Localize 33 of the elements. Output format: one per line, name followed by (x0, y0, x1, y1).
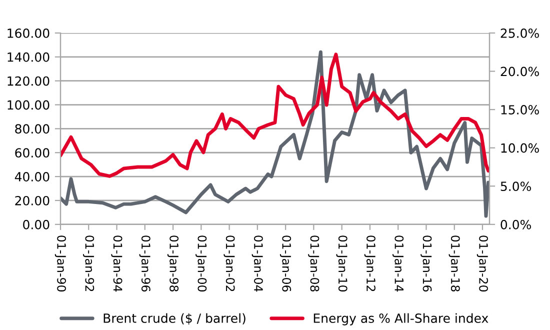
x-tick-label: 01-Jan-00 (196, 236, 207, 292)
x-tick-label: 01-Jan-04 (252, 236, 263, 292)
y-tick-label: 80.00 (15, 124, 50, 134)
y2-tick-label: 15.0% (501, 105, 539, 114)
y-tick-label: 40.00 (14, 172, 50, 182)
y2-tick-label: 10.0% (501, 143, 539, 153)
x-tick-label: 01-Jan-96 (139, 236, 150, 292)
x-tick-label: 01-Jan-16 (420, 236, 432, 292)
y-tick-label: 160.00 (8, 28, 50, 38)
x-tick-label: 01-Jan-20 (476, 236, 488, 292)
x-tick-label: 01-Jan-10 (336, 236, 348, 292)
y-tick-label: 0.00 (23, 220, 50, 230)
x-tick-label: 01-Jan-92 (82, 236, 94, 292)
x-tick-label: 01-Jan-18 (448, 236, 460, 292)
x-tick-label: 01-Jan-08 (308, 236, 320, 292)
x-tick-label: 01-Jan-06 (280, 236, 292, 292)
y-tick-label: 140.00 (8, 52, 50, 62)
y2-tick-label: 20.0% (500, 66, 539, 76)
legend-label: Brent crude ($ / barrel) (104, 313, 246, 325)
x-tick-label: 01-Jan-94 (111, 236, 122, 292)
y-tick-label: 120.00 (8, 76, 50, 86)
y2-tick-label: 25.0% (500, 28, 539, 38)
y2-tick-label: 5.0% (500, 182, 531, 192)
legend-label: Energy as % All-Share index (314, 313, 488, 326)
x-tick-label: 01-Jan-90 (54, 236, 66, 292)
x-tick-label: 01-Jan-02 (224, 236, 235, 292)
y2-tick-label: 0.0% (500, 220, 531, 230)
x-tick-label: 01-Jan-12 (364, 236, 376, 292)
x-tick-label: 01-Jan-98 (167, 236, 179, 292)
y-tick-label: 100.00 (8, 100, 50, 110)
y-tick-label: 20.00 (15, 196, 50, 206)
x-tick-label: 01-Jan-14 (392, 236, 404, 292)
y-tick-label: 60.00 (15, 148, 50, 158)
